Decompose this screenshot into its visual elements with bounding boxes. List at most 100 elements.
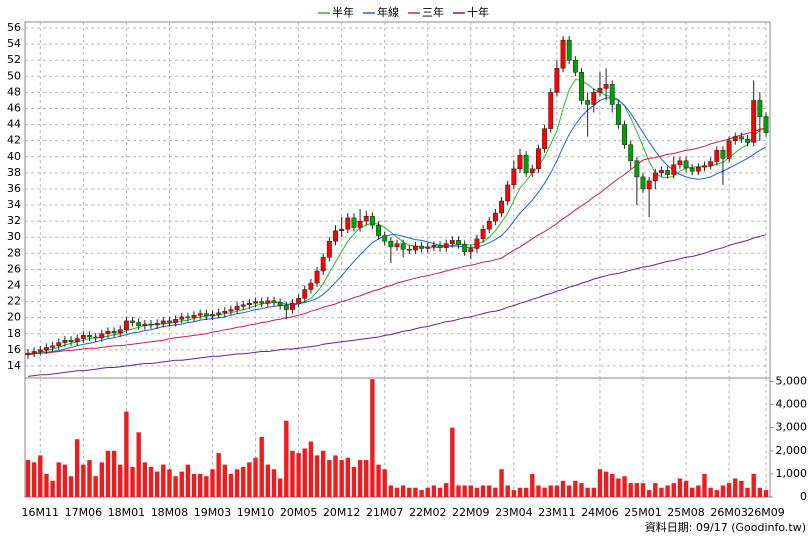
- volume-bar: [253, 457, 258, 497]
- candle-body: [560, 39, 566, 69]
- volume-bar: [216, 453, 221, 497]
- candle-body: [253, 301, 259, 304]
- volume-bar: [431, 485, 437, 497]
- volume-bar: [603, 471, 609, 497]
- x-tick-label: 19M10: [237, 506, 275, 519]
- volume-bar: [714, 490, 719, 497]
- volume-bar: [597, 469, 603, 497]
- volume-bar: [265, 464, 271, 497]
- y-tick-label: 54: [7, 37, 21, 50]
- volume-bar: [567, 485, 572, 497]
- legend-label: 年線: [377, 5, 399, 19]
- candle-body: [93, 336, 99, 339]
- y2-tick-label: 0: [800, 490, 807, 503]
- volume-bar: [739, 480, 744, 497]
- volume-bar: [610, 473, 615, 497]
- volume-bar: [296, 453, 301, 497]
- volume-bar: [659, 487, 664, 497]
- volume-bar: [665, 485, 670, 497]
- candle-body: [148, 323, 154, 326]
- candle-body: [320, 257, 326, 272]
- ma-line: [27, 234, 767, 377]
- y-tick-label: 28: [7, 246, 21, 259]
- y-tick-label: 42: [7, 134, 21, 147]
- volume-bar: [413, 487, 418, 497]
- candle-body: [449, 240, 455, 244]
- volume-bar: [456, 485, 461, 497]
- y-tick-label: 38: [7, 166, 21, 179]
- candle-body: [751, 100, 757, 143]
- candle-body: [277, 302, 283, 306]
- candle-body: [31, 351, 37, 354]
- x-tick-label: 18M08: [151, 506, 189, 519]
- volume-bar: [277, 478, 283, 497]
- volume-bar: [290, 450, 295, 497]
- x-tick-label: 18M01: [108, 506, 146, 519]
- y-tick-label: 20: [7, 311, 21, 324]
- candle-body: [425, 246, 431, 249]
- volume-bar: [93, 476, 98, 497]
- candle-body: [210, 314, 215, 317]
- volume-bar: [548, 485, 553, 497]
- x-tick-label: 22M09: [452, 506, 490, 519]
- volume-bar: [154, 471, 160, 497]
- x-tick-label: 26M09: [747, 506, 785, 519]
- candle-body: [363, 216, 369, 222]
- candle-body: [511, 168, 517, 186]
- candle-body: [462, 244, 468, 252]
- volume-bar: [517, 487, 523, 497]
- x-tick-label: 24M06: [581, 506, 619, 519]
- x-tick-label: 16M11: [22, 506, 60, 519]
- candle-body: [296, 298, 302, 304]
- volume-bar: [493, 487, 498, 497]
- candle-body: [136, 322, 142, 326]
- volume-bar: [185, 464, 191, 497]
- volume-bar: [407, 487, 412, 497]
- candle-body: [665, 170, 671, 175]
- y-tick-label: 44: [7, 118, 21, 131]
- y-tick-label: 52: [7, 53, 21, 66]
- candle-body: [197, 313, 203, 316]
- volume-bar: [38, 455, 43, 497]
- volume-bar: [444, 483, 449, 497]
- y-tick-label: 22: [7, 295, 21, 308]
- candle-body: [290, 302, 295, 310]
- candle-body: [222, 310, 228, 314]
- candle-body: [185, 316, 191, 319]
- candle-body: [542, 128, 548, 149]
- volume-bar: [536, 485, 541, 497]
- candle-body: [492, 212, 498, 222]
- volume-bar: [87, 460, 92, 497]
- volume-bar: [99, 462, 104, 497]
- volume-bar: [357, 460, 363, 497]
- volume-bar: [560, 480, 566, 497]
- volume-bar: [271, 469, 277, 497]
- volume-bar: [376, 464, 381, 497]
- volume-bar: [683, 480, 689, 497]
- candle-body: [622, 124, 627, 145]
- candle-body: [634, 160, 640, 178]
- volume-bar: [462, 485, 467, 497]
- candle-body: [271, 300, 277, 303]
- legend-label: 三年: [422, 5, 444, 19]
- volume-bar: [234, 469, 240, 497]
- volume-bar: [333, 455, 338, 497]
- y-tick-label: 56: [7, 21, 21, 34]
- y-tick-label: 50: [7, 69, 21, 82]
- candle-body: [474, 238, 480, 249]
- volume-bar: [247, 462, 252, 497]
- y2-tick-label: 3,000: [776, 421, 808, 434]
- volume-bar: [751, 473, 756, 497]
- candle-body: [351, 217, 357, 228]
- volume-bar: [450, 427, 455, 497]
- candle-body: [142, 323, 148, 326]
- volume-bar: [542, 487, 547, 497]
- volume-bar: [284, 420, 289, 497]
- volume-bar: [62, 464, 68, 497]
- volume-bar: [173, 476, 178, 497]
- candle-body: [702, 165, 707, 168]
- candle-body: [443, 243, 449, 248]
- volume-bar: [25, 460, 31, 497]
- volume-bar: [167, 469, 172, 497]
- volume-bar: [327, 460, 332, 497]
